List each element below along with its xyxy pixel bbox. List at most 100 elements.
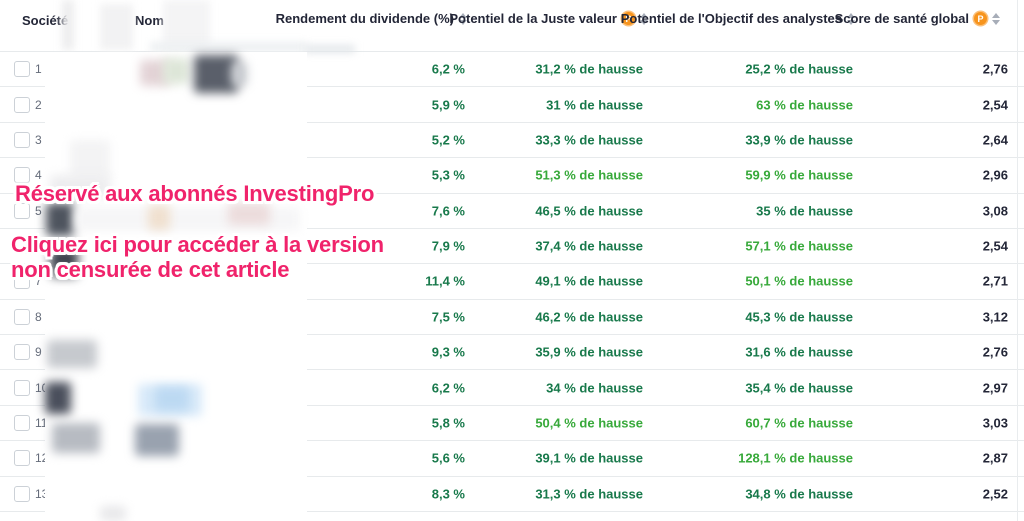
cell-dividend-yield: 9,3 %	[431, 344, 465, 360]
cell-analyst-target-upside: 31,6 % de hausse	[745, 344, 853, 360]
cell-fair-value-upside: 31,2 % de hausse	[535, 61, 643, 77]
cell-dividend-yield: 5,9 %	[431, 97, 465, 113]
row-checkbox[interactable]	[14, 61, 30, 78]
sort-icon[interactable]	[640, 12, 648, 25]
row-rank: 4	[35, 168, 42, 183]
column-header-dividend-yield[interactable]: Rendement du dividende (%)	[276, 11, 467, 26]
censor-blur-streak	[163, 0, 210, 50]
table-row: 6 7,9 % 37,4 % de hausse 57,1 % de hauss…	[0, 229, 1024, 265]
table-row: 4 5,3 % 51,3 % de hausse 59,9 % de hauss…	[0, 158, 1024, 194]
cell-fair-value-upside: 33,3 % de hausse	[535, 132, 643, 148]
row-checkbox[interactable]	[14, 308, 30, 325]
censor-blur-streak	[150, 42, 307, 52]
sort-icon[interactable]	[459, 12, 467, 25]
column-header-fair-value[interactable]: Potentiel de la Juste valeur P	[449, 11, 648, 26]
row-rank: 11	[35, 415, 48, 430]
cell-fair-value-upside: 31,3 % de hausse	[535, 486, 643, 502]
cell-fair-value-upside: 49,1 % de hausse	[535, 273, 643, 289]
censored-name-blob	[231, 62, 247, 86]
row-rank: 8	[35, 309, 42, 324]
cell-health-score: 3,08	[982, 203, 1008, 219]
cell-health-score: 2,52	[982, 486, 1008, 502]
table-body: 1 6,2 % 31,2 % de hausse 25,2 % de hauss…	[0, 52, 1024, 512]
cell-analyst-target-upside: 57,1 % de hausse	[745, 238, 853, 254]
table-row: 8 7,5 % 46,2 % de hausse 45,3 % de hauss…	[0, 300, 1024, 335]
row-checkbox[interactable]	[14, 202, 30, 219]
cell-analyst-target-upside: 35,4 % de hausse	[745, 380, 853, 396]
censored-logo-blob	[52, 423, 100, 453]
promo-link-line: Cliquez ici pour accéder à la version	[11, 232, 384, 257]
censored-logo-blob	[47, 340, 97, 368]
cell-fair-value-upside: 39,1 % de hausse	[535, 450, 643, 466]
cell-dividend-yield: 11,4 %	[425, 273, 465, 289]
cell-dividend-yield: 7,9 %	[431, 238, 465, 254]
cell-analyst-target-upside: 35 % de hausse	[756, 203, 853, 219]
row-checkbox[interactable]	[14, 379, 30, 396]
cell-dividend-yield: 8,3 %	[431, 486, 465, 502]
cell-analyst-target-upside: 128,1 % de hausse	[738, 450, 853, 466]
column-header-health-score[interactable]: Score de santé global P	[835, 11, 1000, 26]
row-rank: 3	[35, 132, 42, 147]
row-checkbox[interactable]	[14, 273, 30, 290]
cell-analyst-target-upside: 25,2 % de hausse	[745, 61, 853, 77]
cell-health-score: 2,76	[982, 61, 1008, 77]
row-checkbox[interactable]	[14, 96, 30, 113]
censored-logo-blob	[70, 140, 110, 180]
censored-logo-blob	[50, 246, 78, 277]
table-header: Société Nom Rendement du dividende (%) P…	[0, 0, 1024, 52]
cell-analyst-target-upside: 33,9 % de hausse	[745, 132, 853, 148]
censor-blur-streak	[62, 0, 74, 50]
table-row: 10 6,2 % 34 % de hausse 35,4 % de hausse…	[0, 370, 1024, 406]
censored-name-blob	[163, 58, 189, 84]
cell-health-score: 2,71	[982, 273, 1008, 289]
row-rank: 1	[35, 62, 42, 77]
censored-name-blob	[228, 203, 270, 225]
cell-dividend-yield: 6,2 %	[431, 380, 465, 396]
column-header-analyst-target[interactable]: Potentiel de l'Objectif des analystes	[621, 11, 855, 26]
sort-icon[interactable]	[847, 12, 855, 25]
censored-name-blob	[148, 205, 170, 230]
column-header-label: Potentiel de la Juste valeur	[449, 11, 617, 26]
table-row: 1 6,2 % 31,2 % de hausse 25,2 % de hauss…	[0, 52, 1024, 88]
cell-analyst-target-upside: 59,9 % de hausse	[745, 167, 853, 183]
cell-health-score: 2,87	[982, 450, 1008, 466]
table-row: 11 5,8 % 50,4 % de hausse 60,7 % de haus…	[0, 406, 1024, 442]
column-header-name: Nom	[135, 13, 164, 28]
row-checkbox[interactable]	[14, 238, 30, 255]
promo-subscribers-text: Réservé aux abonnés InvestingPro	[15, 181, 375, 206]
row-checkbox[interactable]	[14, 131, 30, 148]
table-row: 7 11,4 % 49,1 % de hausse 50,1 % de haus…	[0, 264, 1024, 300]
cell-dividend-yield: 5,3 %	[431, 167, 465, 183]
cell-fair-value-upside: 37,4 % de hausse	[535, 238, 643, 254]
pro-badge-icon[interactable]: P	[974, 12, 987, 25]
censored-name-blob	[135, 424, 179, 456]
cell-analyst-target-upside: 45,3 % de hausse	[745, 309, 853, 325]
promo-uncensored-link[interactable]: Cliquez ici pour accéder à la version no…	[11, 232, 384, 282]
cell-fair-value-upside: 35,9 % de hausse	[535, 344, 643, 360]
cell-health-score: 3,12	[982, 309, 1008, 325]
row-checkbox[interactable]	[14, 485, 30, 502]
row-checkbox[interactable]	[14, 414, 30, 431]
cell-health-score: 2,97	[982, 380, 1008, 396]
row-rank: 9	[35, 345, 42, 360]
cell-dividend-yield: 5,8 %	[431, 415, 465, 431]
cell-fair-value-upside: 50,4 % de hausse	[535, 415, 643, 431]
cell-fair-value-upside: 51,3 % de hausse	[535, 167, 643, 183]
promo-link-line: non censurée de cet article	[11, 257, 290, 282]
censored-logo-blob	[45, 382, 71, 414]
table-row: 13 8,3 % 31,3 % de hausse 34,8 % de haus…	[0, 477, 1024, 512]
table-row: 9 9,3 % 35,9 % de hausse 31,6 % de hauss…	[0, 335, 1024, 371]
row-checkbox[interactable]	[14, 344, 30, 361]
cell-health-score: 2,54	[982, 97, 1008, 113]
row-rank: 6	[35, 239, 42, 254]
sort-icon[interactable]	[992, 12, 1000, 25]
row-rank: 5	[35, 203, 42, 218]
pro-badge-icon[interactable]: P	[622, 12, 635, 25]
row-rank: 7	[35, 274, 42, 289]
cell-fair-value-upside: 31 % de hausse	[546, 97, 643, 113]
cell-analyst-target-upside: 60,7 % de hausse	[745, 415, 853, 431]
censored-name-blob	[194, 55, 238, 93]
row-checkbox[interactable]	[14, 167, 30, 184]
row-checkbox[interactable]	[14, 450, 30, 467]
